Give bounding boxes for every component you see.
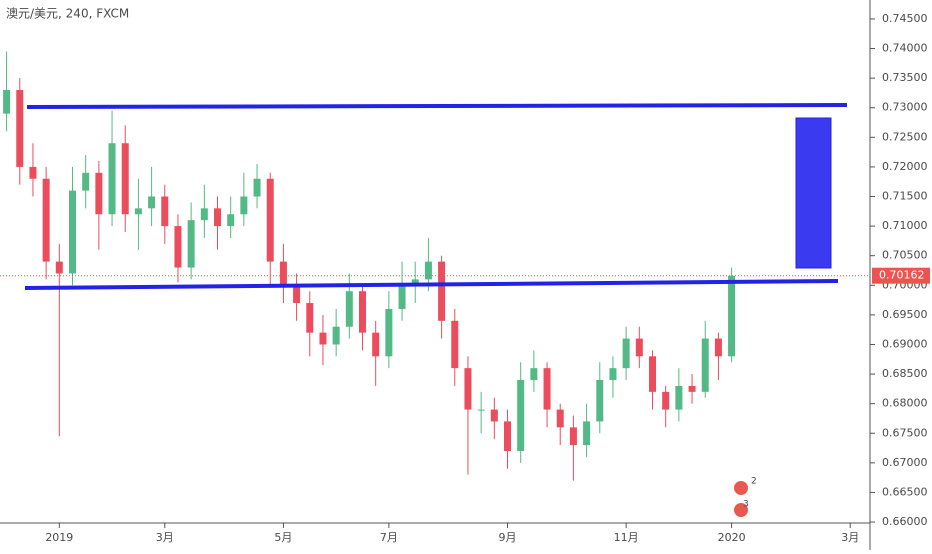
x-tick-label: 3月 bbox=[156, 531, 174, 544]
y-tick-label: 0.66500 bbox=[882, 485, 928, 498]
y-tick-label: 0.68500 bbox=[882, 367, 928, 380]
last-price-box bbox=[872, 267, 930, 284]
y-tick-label: 0.70500 bbox=[882, 249, 928, 262]
y-tick-label: 0.74000 bbox=[882, 42, 928, 55]
event-icon[interactable] bbox=[734, 481, 748, 495]
x-tick-label: 7月 bbox=[380, 531, 398, 544]
x-tick-label: 3月 bbox=[841, 531, 859, 544]
y-tick-label: 0.67500 bbox=[882, 426, 928, 439]
drawings bbox=[24, 103, 848, 290]
last-price-label: 0.70162 bbox=[879, 269, 925, 282]
y-tick-label: 0.72000 bbox=[882, 160, 928, 173]
y-tick-label: 0.73500 bbox=[882, 71, 928, 84]
trend-line bbox=[26, 103, 848, 109]
x-tick-label: 2019 bbox=[45, 531, 73, 544]
y-tick-label: 0.66000 bbox=[882, 515, 928, 528]
event-count: 2 bbox=[751, 477, 757, 487]
y-tick-label: 0.67000 bbox=[882, 456, 928, 469]
trend-line bbox=[24, 279, 839, 290]
y-tick-label: 0.73000 bbox=[882, 101, 928, 114]
y-tick-label: 0.69000 bbox=[882, 337, 928, 350]
event-count: 3 bbox=[743, 500, 749, 510]
event-icons: 2 3 bbox=[734, 477, 757, 517]
y-tick-label: 0.74500 bbox=[882, 12, 928, 25]
x-tick-label: 2020 bbox=[718, 531, 746, 544]
y-tick-label: 0.72500 bbox=[882, 130, 928, 143]
y-tick-label: 0.71500 bbox=[882, 190, 928, 203]
y-tick-label: 0.68000 bbox=[882, 397, 928, 410]
x-tick-label: 11月 bbox=[614, 531, 639, 544]
drawn-rectangle bbox=[795, 117, 832, 269]
x-tick-label: 9月 bbox=[499, 531, 517, 544]
y-tick-label: 0.69500 bbox=[882, 308, 928, 321]
event-icon[interactable] bbox=[734, 503, 748, 517]
x-tick-label: 5月 bbox=[274, 531, 292, 544]
y-tick-label: 0.71000 bbox=[882, 219, 928, 232]
chart-title: 澳元/美元, 240, FXCM bbox=[6, 7, 129, 21]
